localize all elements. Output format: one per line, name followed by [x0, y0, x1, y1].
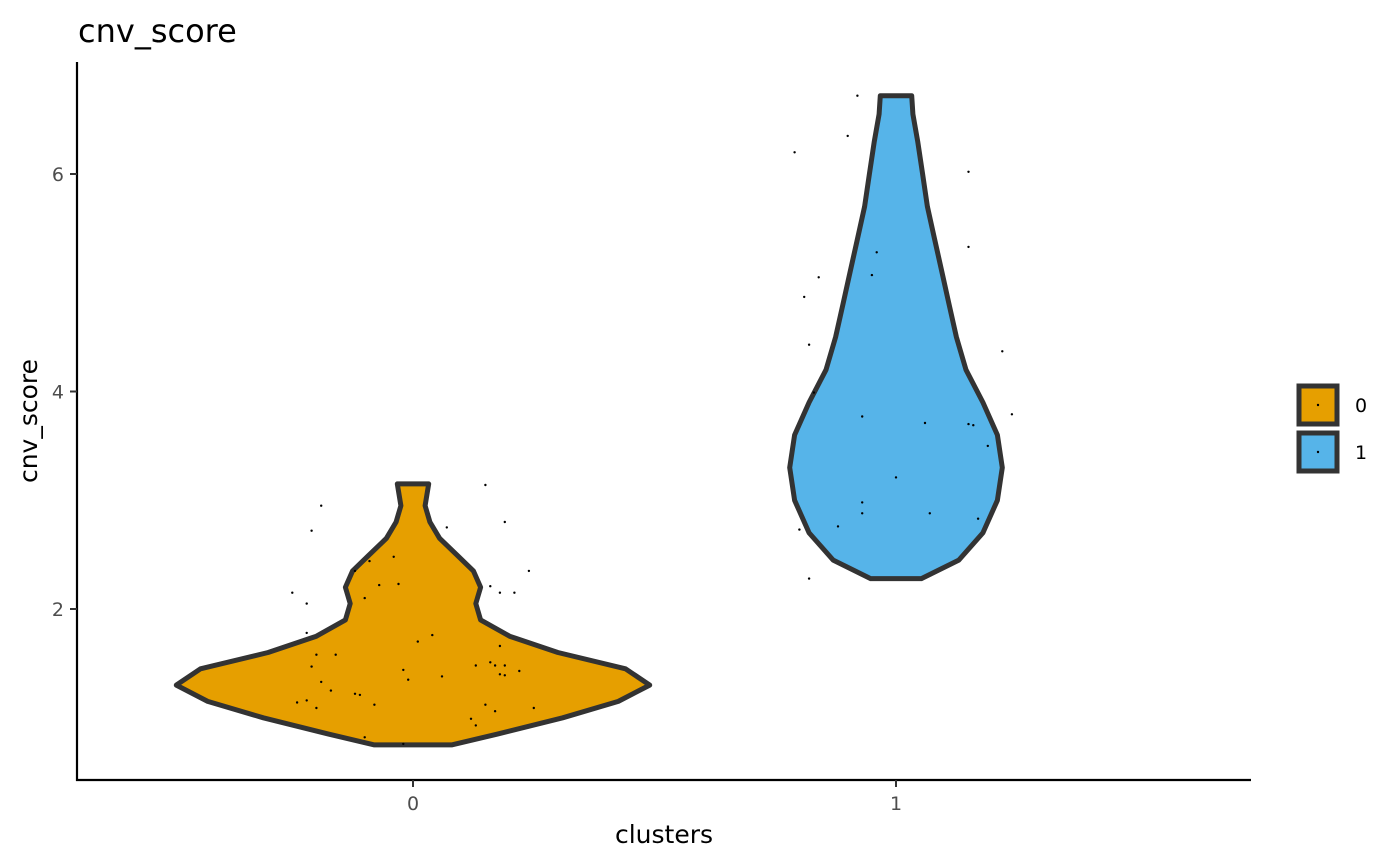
data-point-cluster-1	[861, 501, 864, 504]
data-point-cluster-0	[363, 736, 366, 739]
data-point-cluster-0	[315, 653, 318, 656]
data-point-cluster-1	[923, 421, 927, 425]
data-point-cluster-0	[484, 483, 487, 487]
data-point-cluster-0	[310, 529, 313, 532]
data-point-cluster-1	[1001, 350, 1004, 353]
y-tick-label: 4	[52, 382, 64, 404]
data-point-cluster-0	[445, 526, 448, 529]
data-point-cluster-0	[503, 664, 506, 667]
data-point-cluster-0	[353, 692, 357, 695]
data-point-cluster-0	[320, 504, 323, 507]
data-point-cluster-0	[518, 669, 521, 673]
data-point-cluster-1	[798, 528, 801, 531]
data-point-cluster-1	[846, 134, 849, 138]
data-point-cluster-1	[967, 170, 970, 173]
data-point-cluster-1	[875, 251, 878, 254]
data-point-cluster-1	[861, 415, 864, 418]
data-point-cluster-1	[812, 391, 816, 394]
data-point-cluster-0	[392, 555, 395, 558]
data-point-cluster-0	[503, 520, 506, 524]
data-point-cluster-0	[397, 582, 400, 586]
legend-label-0: 0	[1355, 395, 1367, 417]
data-point-cluster-0	[320, 680, 323, 684]
data-point-cluster-0	[329, 689, 333, 692]
data-point-cluster-1	[976, 517, 980, 520]
data-point-cluster-0	[489, 585, 492, 588]
data-point-cluster-0	[402, 668, 405, 672]
data-point-cluster-0	[498, 591, 502, 594]
data-point-cluster-0	[469, 717, 473, 720]
x-axis-title: clusters	[615, 820, 713, 849]
points-layer	[291, 94, 1014, 746]
data-point-cluster-0	[378, 583, 381, 587]
legend: 01	[1296, 383, 1367, 474]
data-point-cluster-0	[532, 706, 535, 710]
data-point-cluster-0	[527, 569, 531, 573]
data-point-cluster-1	[870, 273, 874, 277]
x-tick-label: 0	[407, 793, 419, 815]
data-point-cluster-1	[861, 512, 864, 515]
x-tick-label: 1	[890, 793, 902, 815]
data-point-cluster-0	[513, 591, 516, 594]
y-ticks: 2 4 6	[52, 164, 77, 621]
legend-key-dot	[1316, 403, 1320, 407]
data-point-cluster-1	[856, 94, 859, 97]
data-point-cluster-1	[803, 295, 806, 299]
data-point-cluster-0	[503, 674, 506, 677]
data-point-cluster-1	[972, 424, 975, 427]
data-point-cluster-1	[894, 476, 898, 479]
legend-key-0	[1296, 383, 1340, 427]
data-point-cluster-0	[489, 661, 492, 664]
data-point-cluster-0	[295, 701, 299, 704]
data-point-cluster-0	[402, 742, 405, 746]
data-point-cluster-0	[474, 724, 477, 727]
violins-layer	[173, 93, 1005, 748]
data-point-cluster-0	[315, 706, 318, 710]
data-point-cluster-1	[807, 577, 811, 580]
data-point-cluster-0	[310, 665, 313, 668]
data-point-cluster-1	[807, 343, 811, 346]
legend-label-1: 1	[1355, 442, 1367, 464]
data-point-cluster-0	[305, 602, 308, 605]
data-point-cluster-1	[967, 422, 970, 426]
data-point-cluster-1	[1010, 413, 1014, 416]
data-point-cluster-1	[836, 525, 840, 528]
data-point-cluster-0	[358, 693, 362, 697]
data-point-cluster-0	[353, 569, 357, 573]
violin-cluster-1	[787, 93, 1005, 582]
data-point-cluster-0	[305, 699, 308, 702]
data-point-cluster-1	[817, 276, 820, 279]
data-point-cluster-0	[474, 664, 477, 667]
data-point-cluster-0	[498, 644, 502, 648]
data-point-cluster-0	[498, 673, 502, 676]
data-point-cluster-0	[493, 710, 497, 713]
data-point-cluster-0	[484, 703, 487, 706]
y-axis-title: cnv_score	[14, 359, 43, 483]
data-point-cluster-0	[416, 640, 419, 643]
data-point-cluster-0	[373, 703, 376, 706]
data-point-cluster-0	[291, 591, 294, 594]
y-tick-label: 2	[52, 599, 64, 621]
violin-cluster-0	[173, 481, 653, 748]
data-point-cluster-0	[407, 678, 410, 681]
data-point-cluster-1	[986, 444, 989, 448]
data-point-cluster-1	[928, 512, 931, 515]
y-tick-label: 6	[52, 164, 64, 186]
legend-key-dot	[1316, 450, 1320, 454]
data-point-cluster-0	[334, 653, 337, 656]
chart-title: cnv_score	[78, 12, 237, 50]
data-point-cluster-0	[368, 559, 371, 563]
data-point-cluster-0	[493, 664, 497, 667]
data-point-cluster-1	[793, 151, 796, 154]
data-point-cluster-0	[305, 631, 308, 635]
data-point-cluster-0	[431, 633, 434, 637]
data-point-cluster-0	[440, 675, 444, 678]
data-point-cluster-1	[967, 245, 970, 249]
data-point-cluster-0	[363, 596, 366, 600]
